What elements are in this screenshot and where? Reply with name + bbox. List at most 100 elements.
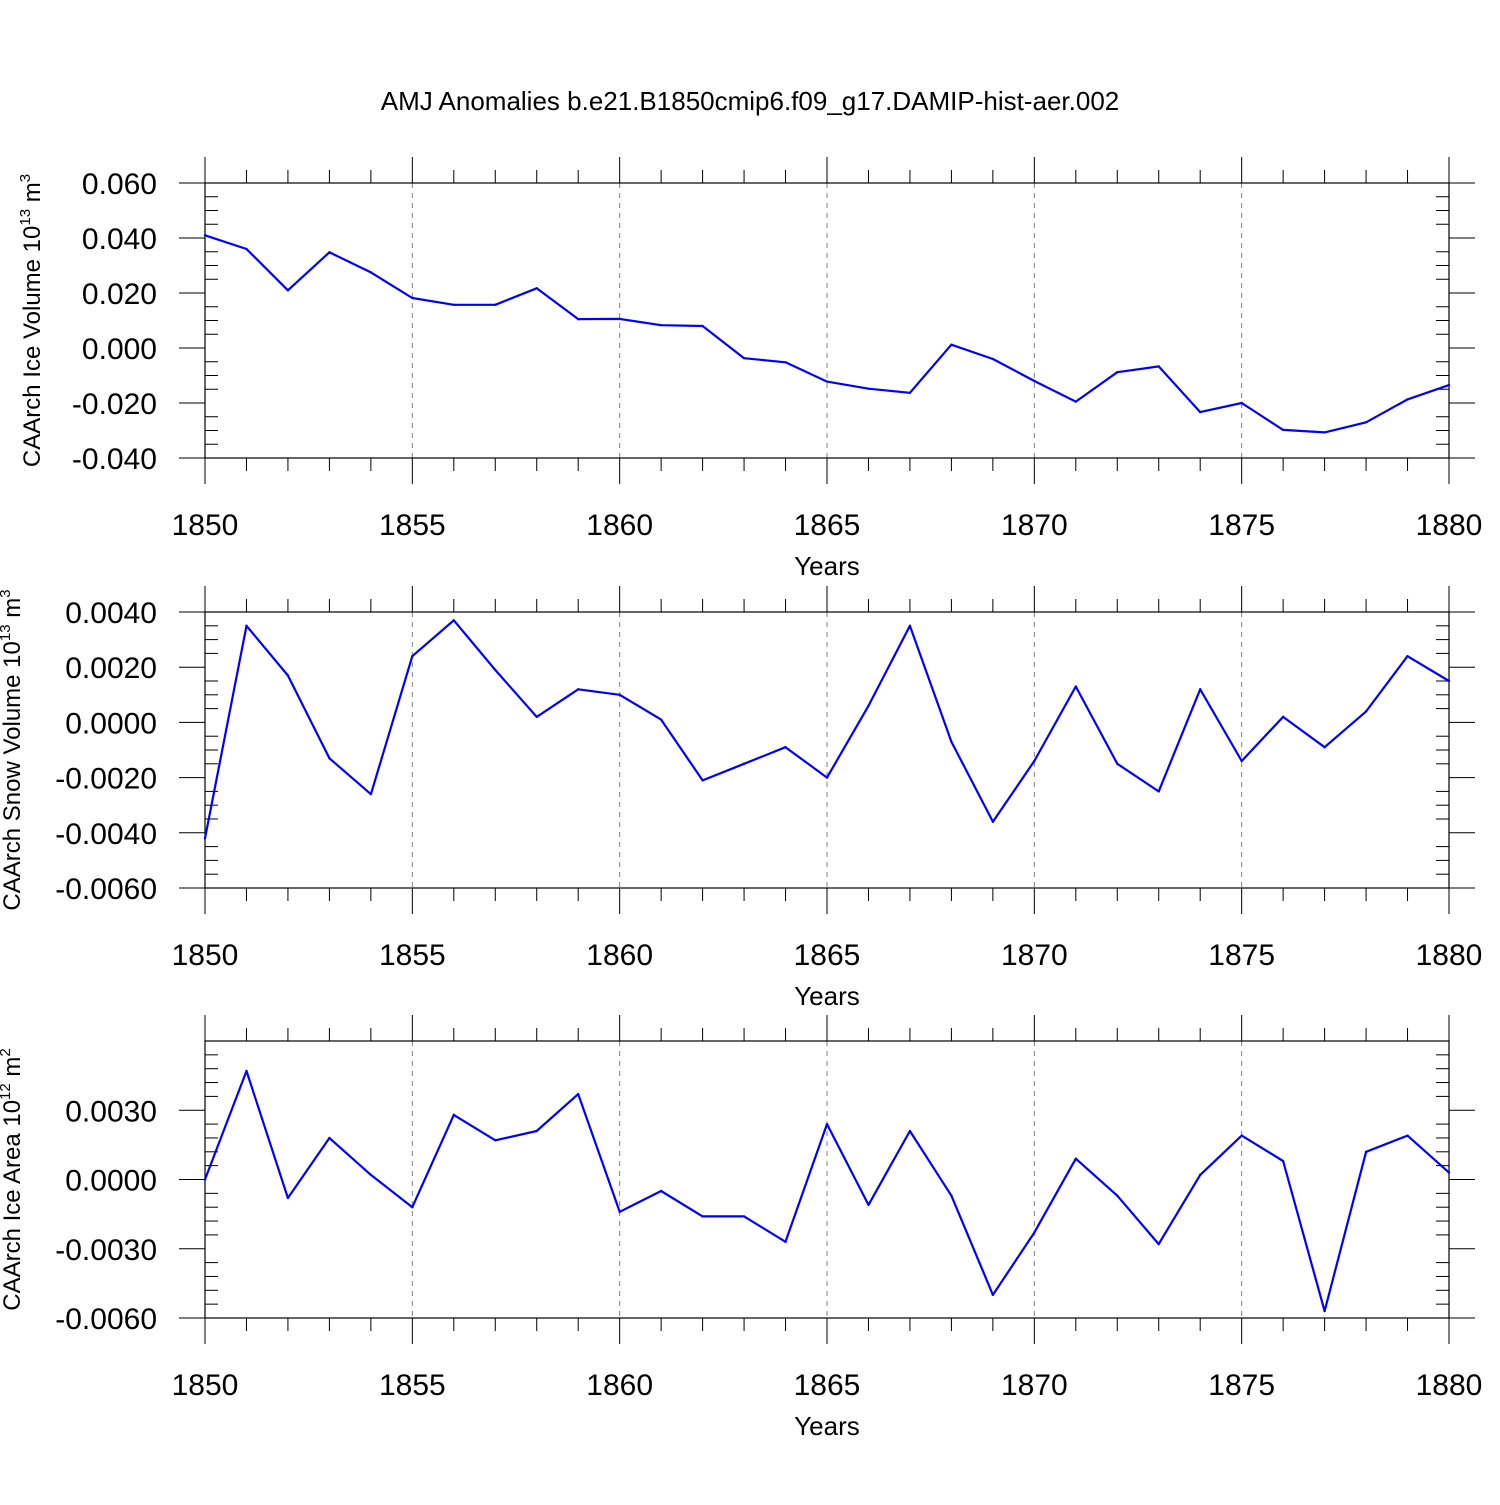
y-tick-label: -0.0060 bbox=[55, 873, 157, 906]
y-axis-label: CAArch Snow Volume 1013 m3 bbox=[0, 589, 26, 910]
data-point bbox=[908, 1129, 912, 1133]
data-point bbox=[328, 1136, 331, 1140]
y-tick-label: 0.0020 bbox=[65, 652, 157, 685]
data-point bbox=[1364, 710, 1368, 713]
data-point bbox=[535, 715, 538, 719]
x-tick-label: 1850 bbox=[172, 509, 239, 542]
data-point bbox=[742, 762, 746, 765]
x-axis-label: Years bbox=[794, 551, 860, 581]
y-axis-label-exponent: 13 bbox=[0, 624, 14, 641]
data-point bbox=[1406, 398, 1409, 401]
data-point bbox=[535, 1129, 538, 1133]
data-point bbox=[1447, 1171, 1451, 1174]
y-axis-label-exponent: 12 bbox=[0, 1083, 14, 1100]
data-point bbox=[245, 1069, 248, 1073]
x-tick-label: 1865 bbox=[794, 1369, 861, 1402]
data-point bbox=[1323, 431, 1326, 434]
y-axis-label-text: CAArch Ice Area 10 bbox=[0, 1100, 26, 1311]
y-axis-label-exponent: 13 bbox=[17, 209, 34, 226]
data-point bbox=[867, 704, 870, 708]
data-point bbox=[701, 324, 704, 328]
panels: -0.040 -0.020 0.000 0.020 0.040 0.060 1850 1855… bbox=[0, 157, 1482, 1441]
data-point bbox=[991, 820, 995, 823]
data-point bbox=[1116, 762, 1119, 765]
data-point bbox=[1364, 1150, 1368, 1154]
data-point bbox=[1447, 679, 1451, 683]
data-point bbox=[742, 1215, 746, 1218]
data-point bbox=[494, 668, 497, 672]
data-point bbox=[1323, 746, 1326, 749]
x-tick-label: 1850 bbox=[172, 1369, 239, 1402]
data-point bbox=[742, 356, 746, 360]
data-point bbox=[328, 251, 331, 254]
data-point bbox=[411, 654, 414, 658]
figure-title: AMJ Anomalies b.e21.B1850cmip6.f09_g17.D… bbox=[381, 86, 1120, 116]
y-tick-label: -0.0060 bbox=[55, 1303, 157, 1336]
x-tick-label: 1855 bbox=[379, 509, 446, 542]
y-axis-label-text: CAArch Ice Volume 10 bbox=[19, 226, 46, 467]
data-point bbox=[203, 234, 207, 237]
data-point bbox=[577, 688, 580, 691]
data-point bbox=[991, 1293, 995, 1297]
data-point bbox=[950, 343, 953, 346]
data-point bbox=[1074, 685, 1078, 688]
data-point bbox=[1240, 1134, 1243, 1137]
y-tick-label: 0.040 bbox=[82, 223, 157, 256]
y-axis-label-unit: m bbox=[0, 598, 26, 625]
data-point bbox=[1406, 654, 1409, 658]
data-point bbox=[369, 271, 373, 274]
data-point bbox=[1074, 1157, 1078, 1160]
chart-panel-1: -0.040 -0.020 0.000 0.020 0.040 0.060 1850 1855… bbox=[17, 157, 1482, 581]
data-point bbox=[1157, 1242, 1160, 1246]
chart-panel-2: -0.0060 -0.0040 -0.0020 0.0000 0.0020 0.0040 1… bbox=[0, 586, 1482, 1011]
data-point bbox=[577, 317, 580, 321]
y-tick-label: 0.000 bbox=[82, 333, 157, 366]
y-tick-label: -0.0030 bbox=[55, 1234, 157, 1267]
data-point bbox=[659, 323, 663, 327]
x-tick-label: 1855 bbox=[379, 939, 446, 972]
data-point bbox=[1281, 1159, 1285, 1163]
x-tick-label: 1870 bbox=[1001, 939, 1068, 972]
data-point bbox=[1281, 428, 1285, 432]
data-point bbox=[245, 624, 248, 627]
x-tick-label: 1865 bbox=[794, 939, 861, 972]
data-point bbox=[867, 1203, 870, 1207]
y-tick-label: 0.0000 bbox=[65, 707, 157, 740]
data-point bbox=[1157, 365, 1160, 368]
data-point bbox=[1033, 759, 1036, 763]
data-point bbox=[659, 1189, 663, 1193]
data-point bbox=[245, 247, 248, 251]
data-point bbox=[452, 619, 455, 622]
data-point bbox=[203, 1178, 207, 1181]
data-point bbox=[452, 303, 455, 307]
data-point bbox=[825, 1122, 829, 1126]
data-point bbox=[618, 693, 621, 696]
data-point bbox=[701, 1215, 704, 1218]
y-tick-label: 0.060 bbox=[82, 168, 157, 201]
x-tick-label: 1850 bbox=[172, 939, 239, 972]
x-tick-label: 1860 bbox=[586, 939, 653, 972]
data-point bbox=[618, 317, 621, 321]
data-point bbox=[411, 1206, 414, 1209]
data-point bbox=[328, 757, 331, 760]
y-axis-label-unit-exponent: 3 bbox=[0, 589, 14, 597]
y-axis-label-unit-exponent: 2 bbox=[0, 1048, 14, 1056]
data-point bbox=[867, 387, 870, 390]
data-point bbox=[950, 740, 953, 743]
data-point bbox=[991, 357, 995, 361]
x-tick-label: 1870 bbox=[1001, 509, 1068, 542]
data-point bbox=[494, 1139, 497, 1142]
data-point bbox=[1364, 421, 1368, 424]
data-point bbox=[203, 837, 207, 840]
y-tick-label: 0.0040 bbox=[65, 597, 157, 630]
data-point bbox=[1074, 400, 1078, 403]
x-axis-label: Years bbox=[794, 1411, 860, 1441]
data-point bbox=[1447, 383, 1451, 387]
data-point bbox=[1116, 1194, 1119, 1197]
data-point bbox=[452, 1113, 455, 1117]
x-tick-label: 1865 bbox=[794, 509, 861, 542]
data-point bbox=[1199, 1173, 1202, 1177]
data-point bbox=[659, 718, 663, 721]
